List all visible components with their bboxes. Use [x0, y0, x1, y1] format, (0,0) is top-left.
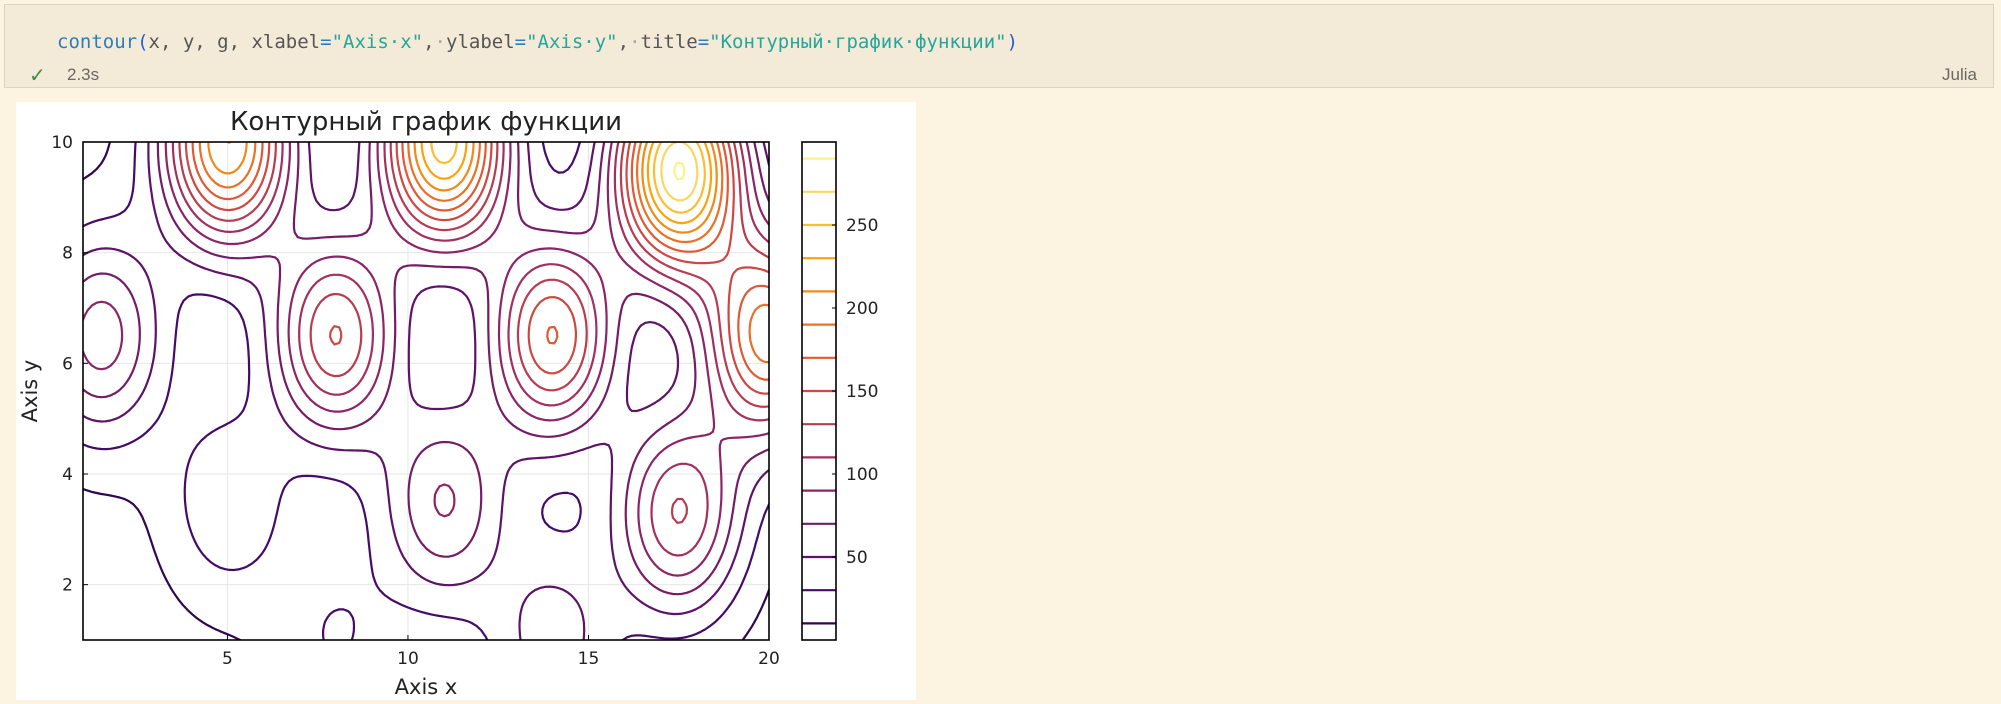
colorbar-tick-label: 250 — [846, 216, 878, 236]
plot-frame — [82, 141, 770, 641]
y-tick-label: 10 — [51, 133, 73, 153]
x-tick-label: 10 — [397, 649, 419, 669]
colorbar-tick-label: 150 — [846, 382, 878, 402]
contour-level-line — [171, 142, 769, 557]
y-tick-label: 4 — [62, 465, 73, 485]
code-function-name: contour — [57, 31, 138, 53]
contour-level-line — [178, 142, 769, 524]
y-tick-label: 6 — [62, 354, 73, 374]
contour-level-line — [198, 142, 769, 364]
code-ylabel-string: "Axis·y" — [526, 31, 618, 53]
code-title-string: "Контурный·график·функции" — [709, 31, 1007, 53]
contour-level-line — [83, 142, 769, 577]
contour-level-line — [207, 142, 718, 234]
x-axis-label: Axis x — [395, 675, 458, 699]
colorbar: 50 100 150 200 250 — [801, 141, 878, 641]
y-tick-label: 2 — [62, 576, 73, 596]
y-axis-label: Axis y — [18, 360, 42, 423]
y-axis-ticks: 2 4 6 8 10 — [51, 133, 88, 596]
contour-level-line — [83, 142, 769, 640]
colorbar-tick-label: 50 — [846, 548, 868, 568]
contour-level-line — [430, 142, 706, 214]
code-xlabel-string: "Axis·x" — [331, 31, 424, 53]
code-ylabel-keyword: ylabel — [446, 31, 515, 53]
success-check-icon: ✓ — [29, 63, 46, 87]
contour-level-line — [673, 161, 686, 181]
kernel-language[interactable]: Julia — [1942, 65, 1977, 84]
contour-level-line — [83, 142, 769, 640]
plot-title: Контурный график функции — [230, 107, 622, 137]
contour-level-line — [83, 142, 769, 596]
contour-level-line — [226, 142, 713, 225]
code-cell[interactable]: contour(x, y, g, xlabel="Axis·x",·ylabel… — [4, 4, 1994, 88]
execution-time: 2.3s — [67, 65, 100, 84]
contour-level-line — [191, 142, 769, 381]
contour-lines — [83, 142, 769, 640]
code-xlabel-keyword: xlabel — [251, 31, 321, 53]
x-tick-label: 20 — [758, 649, 780, 669]
colorbar-tick-label: 100 — [846, 465, 878, 485]
code-title-keyword: title — [640, 31, 698, 53]
x-tick-label: 15 — [578, 649, 600, 669]
code-line[interactable]: contour(x, y, g, xlabel="Axis·x",·ylabel… — [57, 31, 1019, 53]
contour-level-line — [660, 142, 699, 202]
x-tick-label: 5 — [222, 649, 233, 669]
colorbar-tick-label: 200 — [846, 299, 878, 319]
cell-output: 5 10 15 20 2 4 6 8 10 Контурный график функции … — [16, 102, 916, 700]
contour-level-line — [184, 142, 769, 395]
cell-status-bar: ✓ 2.3s Julia — [5, 63, 1993, 87]
y-tick-label: 8 — [62, 244, 73, 264]
code-arguments: x, y, g, — [148, 31, 252, 53]
x-axis-ticks: 5 10 15 20 — [222, 635, 780, 669]
